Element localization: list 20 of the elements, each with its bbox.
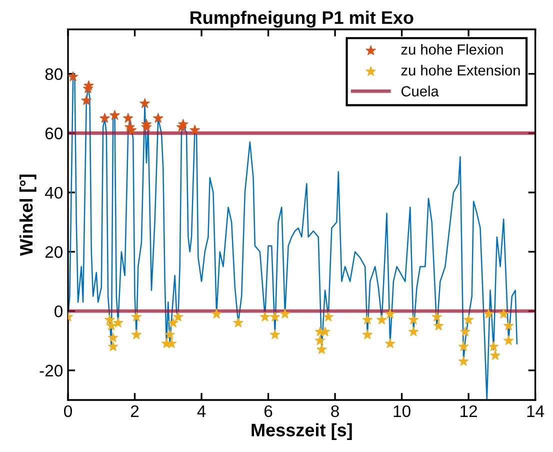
x-tick-label: 10 (394, 405, 410, 418)
chart-title: Rumpfneigung P1 mit Exo (190, 10, 414, 28)
x-tick-label: 4 (197, 405, 206, 417)
legend-label: zu hohe Flexion (401, 44, 503, 55)
x-tick-label: 6 (264, 405, 272, 418)
x-tick-label: 14 (527, 405, 544, 417)
x-tick-label: 2 (130, 405, 139, 417)
y-tick-label: 0 (54, 305, 63, 318)
y-tick-label: 40 (45, 186, 63, 199)
y-axis-title: Winkel [°] (19, 174, 36, 256)
x-tick-label: 0 (64, 405, 72, 418)
legend-label: Cuela (401, 86, 439, 96)
y-tick-label: 20 (45, 246, 63, 258)
x-tick-label: 8 (331, 405, 339, 418)
x-axis-title: Messzeit [s] (252, 423, 352, 440)
y-tick-label: -20 (40, 364, 63, 377)
y-tick-label: 80 (45, 68, 63, 80)
y-tick-label: 60 (45, 128, 63, 140)
legend-label: zu hohe Extension (401, 64, 520, 76)
x-tick-label: 12 (460, 405, 477, 417)
